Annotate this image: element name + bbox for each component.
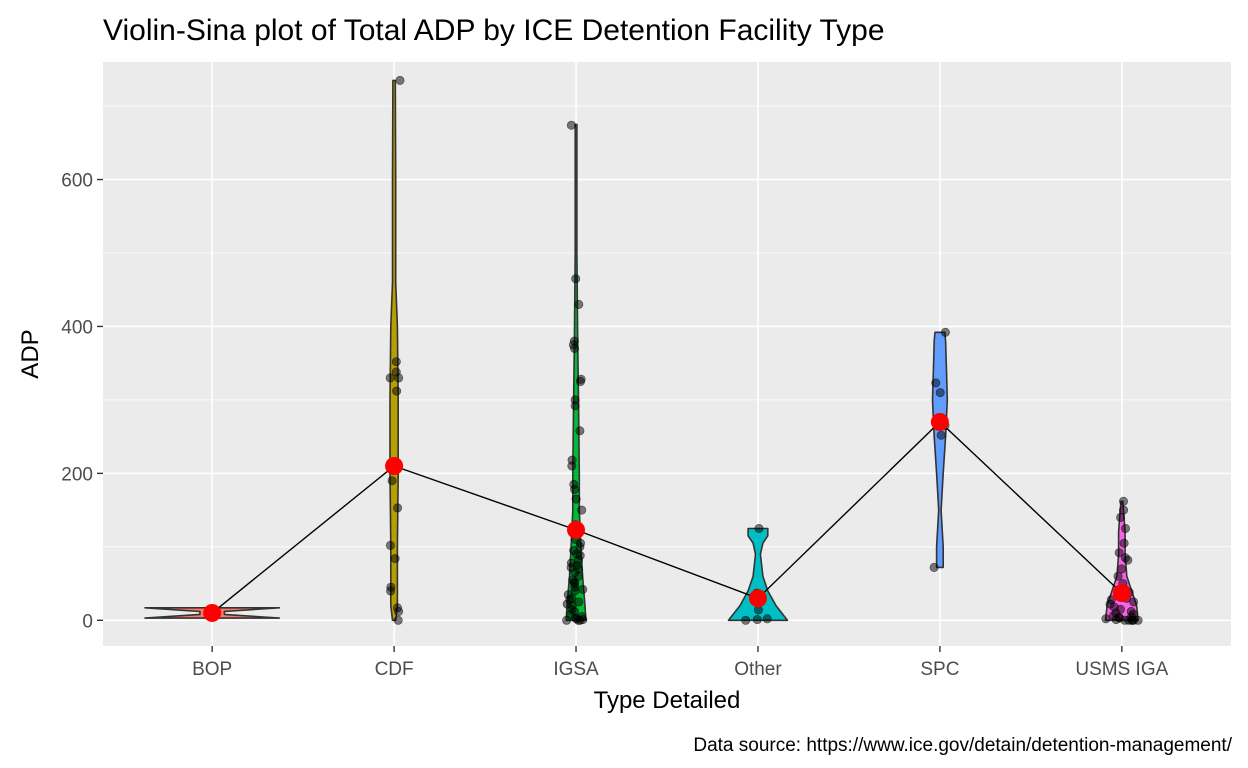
mean-line [203,412,1131,622]
data-point [574,299,584,309]
data-point [394,606,404,616]
data-point [562,615,572,625]
data-point [1117,564,1127,574]
data-point [385,373,395,383]
data-point [741,615,751,625]
data-point [931,378,941,388]
data-point [386,586,396,596]
data-point [929,562,939,572]
mean-point-bop [203,603,222,622]
data-point [569,343,579,353]
data-point [566,120,576,130]
data-point [1119,538,1129,548]
axis-ticks: 0 200 400 600 BOP CDF IGSA Other SPC USMS IGA [61,171,1168,680]
x-tick-label: USMS IGA [1075,659,1168,680]
data-point [395,75,405,85]
data-point [1113,571,1123,581]
data-point [570,401,580,411]
mean-connector-line [211,420,1123,614]
data-point [385,540,395,550]
data-point [571,274,581,284]
data-point [575,615,585,625]
data-point [394,373,404,383]
data-point [1123,555,1133,565]
plot-panel [103,62,1231,646]
mean-point-spc [930,412,949,431]
mean-point-igsa [567,520,586,539]
data-point [1129,615,1139,625]
data-point [392,386,402,396]
data-point [752,615,762,625]
x-tick-label: CDF [375,659,414,680]
mean-point-usms-iga [1112,584,1131,603]
x-tick-label: BOP [192,659,232,680]
x-tick-label: Other [734,659,782,680]
y-tick-label: 200 [61,464,93,485]
violin-cdf [389,79,400,622]
y-tick-label: 600 [61,171,93,192]
data-point [1116,512,1126,522]
data-source-caption: Data source: https://www.ice.gov/detain/… [693,735,1232,756]
data-point [578,584,588,594]
data-point [940,327,950,337]
data-point [1129,597,1139,607]
data-point [936,430,946,440]
data-point [570,484,580,494]
data-point [754,523,764,533]
data-point [571,494,581,504]
data-point [567,461,577,471]
y-tick-label: 400 [61,317,93,338]
y-tick-label: 0 [82,611,93,632]
data-point [1111,615,1121,625]
data-point [762,614,772,624]
data-point [1101,614,1111,624]
data-point [935,388,945,398]
data-point [1114,548,1124,558]
violin-other [727,527,789,622]
x-tick-label: SPC [920,659,959,680]
x-axis-title: Type Detailed [594,687,741,714]
data-point [393,615,403,625]
chart-title: Violin-Sina plot of Total ADP by ICE Det… [103,14,885,47]
data-point [577,505,587,515]
data-point [391,357,401,367]
mean-point-other [748,589,767,608]
x-tick-label: IGSA [553,659,599,680]
data-point [390,554,400,564]
y-axis-title: ADP [17,329,44,378]
data-point [387,476,397,486]
mean-point-cdf [385,457,404,476]
data-point [575,426,585,436]
data-point [393,503,403,513]
data-point [1120,615,1130,625]
data-point [1119,496,1129,506]
data-point [575,376,585,386]
data-point [1121,523,1131,533]
